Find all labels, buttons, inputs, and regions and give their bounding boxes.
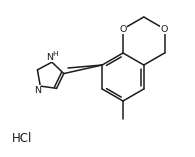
- Text: O: O: [119, 24, 127, 33]
- Text: N: N: [34, 86, 41, 95]
- Text: H: H: [52, 51, 58, 57]
- Text: HCl: HCl: [12, 133, 32, 146]
- Text: O: O: [161, 24, 168, 33]
- Text: N: N: [46, 53, 53, 62]
